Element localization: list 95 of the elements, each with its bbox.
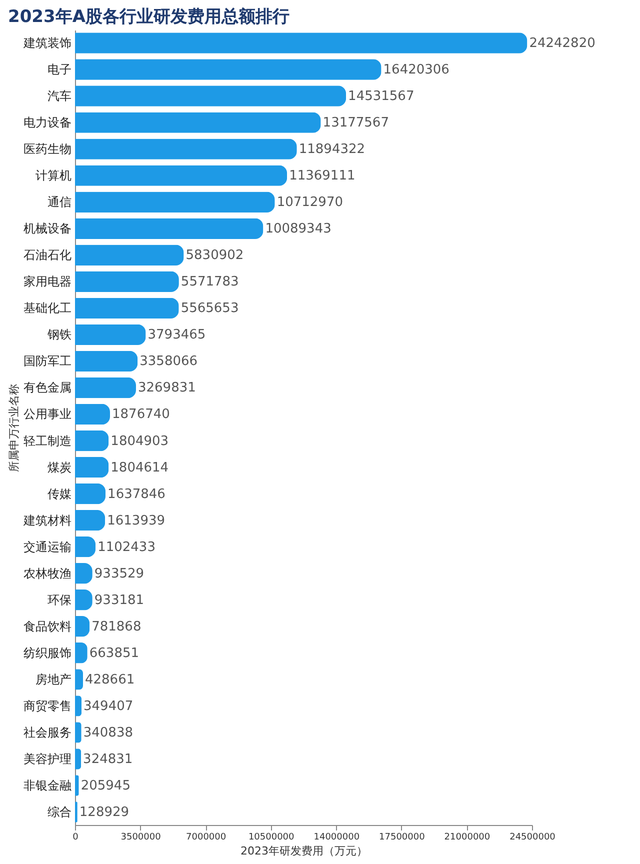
data-label: 11894322: [298, 142, 366, 158]
y-tick-label: 食品饮料: [24, 619, 72, 634]
x-tick-label: 0: [72, 832, 79, 842]
y-tick-label: 纺织服饰: [24, 646, 72, 660]
bar: [75, 616, 90, 637]
data-label: 3793465: [148, 328, 206, 343]
x-tick-label: 10500000: [248, 832, 295, 842]
y-tick-label: 美容护理: [24, 752, 72, 766]
data-label: 1102433: [98, 540, 156, 555]
y-tick-label: 建筑材料: [22, 513, 72, 528]
x-tick-label: 14000000: [314, 832, 360, 842]
y-tick-label: 综合: [48, 805, 72, 820]
data-label: 3358066: [140, 354, 198, 370]
bar: [75, 536, 96, 558]
data-label: 14531567: [348, 89, 414, 104]
data-label: 324831: [83, 752, 133, 767]
y-tick-label: 环保: [48, 592, 72, 607]
y-tick-label: 农林牧渔: [24, 566, 72, 580]
data-label: 663851: [89, 646, 140, 661]
y-tick-label: 公用事业: [24, 407, 72, 422]
y-tick-label: 交通运输: [24, 540, 72, 554]
y-tick-label: 通信: [48, 195, 72, 210]
data-label: 1876740: [112, 407, 170, 422]
chart-title: 2023年A股各行业研发费用总额排行: [8, 7, 290, 27]
bar: [75, 192, 275, 212]
y-tick-label: 传媒: [48, 486, 72, 501]
y-axis-title: 所属申万行业名称: [8, 384, 20, 472]
data-label: 3269831: [138, 380, 196, 396]
y-tick-label: 有色金属: [24, 380, 72, 395]
bar: [75, 324, 146, 346]
bar: [75, 510, 106, 531]
data-label: 13177567: [322, 116, 389, 131]
bar: [75, 696, 82, 716]
data-label: 128929: [79, 805, 130, 820]
y-tick-label: 汽车: [48, 89, 72, 104]
bar: [75, 138, 297, 160]
bar: [75, 244, 184, 266]
bar: [75, 298, 179, 319]
y-tick-label: 非银金融: [24, 778, 72, 792]
x-tick-label: 3500000: [120, 832, 162, 842]
bar: [75, 59, 382, 80]
data-label: 11369111: [289, 168, 356, 184]
data-label: 5565653: [180, 301, 239, 316]
data-label: 24242820: [529, 36, 596, 51]
y-tick-label: 电子: [48, 62, 72, 77]
bar: [75, 350, 138, 372]
data-label: 16420306: [383, 62, 450, 78]
x-tick-label: 24500000: [510, 832, 556, 842]
bar: [75, 483, 106, 504]
y-tick-label: 机械设备: [24, 222, 72, 236]
data-label: 428661: [84, 672, 135, 688]
y-tick-label: 计算机: [36, 168, 72, 183]
y-tick-label: 家用电器: [24, 274, 72, 289]
bar: [75, 165, 288, 186]
data-label: 205945: [80, 778, 130, 794]
y-tick-label: 房地产: [36, 672, 72, 686]
y-tick-label: 社会服务: [24, 725, 72, 740]
bar: [75, 456, 109, 478]
data-label: 10089343: [265, 222, 332, 237]
bar: [75, 271, 179, 292]
x-axis-title: 2023年研发费用（万元）: [240, 844, 368, 858]
y-tick-label: 石油石化: [24, 248, 72, 262]
bar: [75, 218, 264, 239]
data-label: 10712970: [276, 195, 343, 210]
bar: [75, 32, 528, 54]
y-tick-label: 商贸零售: [24, 698, 72, 713]
y-tick-label: 建筑装饰: [22, 36, 72, 50]
data-label: 349407: [84, 698, 134, 714]
bar: [75, 112, 321, 133]
data-label: 1637846: [108, 486, 166, 502]
data-label: 1804903: [110, 434, 169, 449]
data-label: 5830902: [186, 248, 244, 264]
y-tick-label: 基础化工: [24, 301, 72, 316]
y-tick-label: 国防军工: [24, 354, 72, 368]
y-tick-label: 轻工制造: [24, 434, 72, 448]
data-label: 933529: [94, 566, 144, 582]
y-tick-label: 电力设备: [24, 116, 72, 130]
data-label: 340838: [83, 725, 133, 740]
x-tick-label: 7000000: [186, 832, 226, 842]
bar: [75, 748, 82, 770]
data-label: 1804614: [110, 460, 169, 476]
bar: [75, 430, 109, 452]
x-tick-label: 17500000: [379, 832, 426, 842]
bar: [75, 86, 346, 106]
bar: [75, 377, 136, 398]
y-tick-label: 煤炭: [48, 460, 72, 474]
data-label: 781868: [92, 619, 142, 634]
data-label: 5571783: [180, 274, 239, 290]
y-tick-label: 钢铁: [46, 328, 72, 342]
data-label: 1613939: [107, 513, 166, 528]
bar: [75, 404, 110, 425]
y-tick-label: 医药生物: [24, 142, 72, 156]
x-tick-label: 21000000: [444, 832, 490, 842]
bar: [75, 642, 88, 664]
data-label: 933181: [94, 592, 144, 608]
